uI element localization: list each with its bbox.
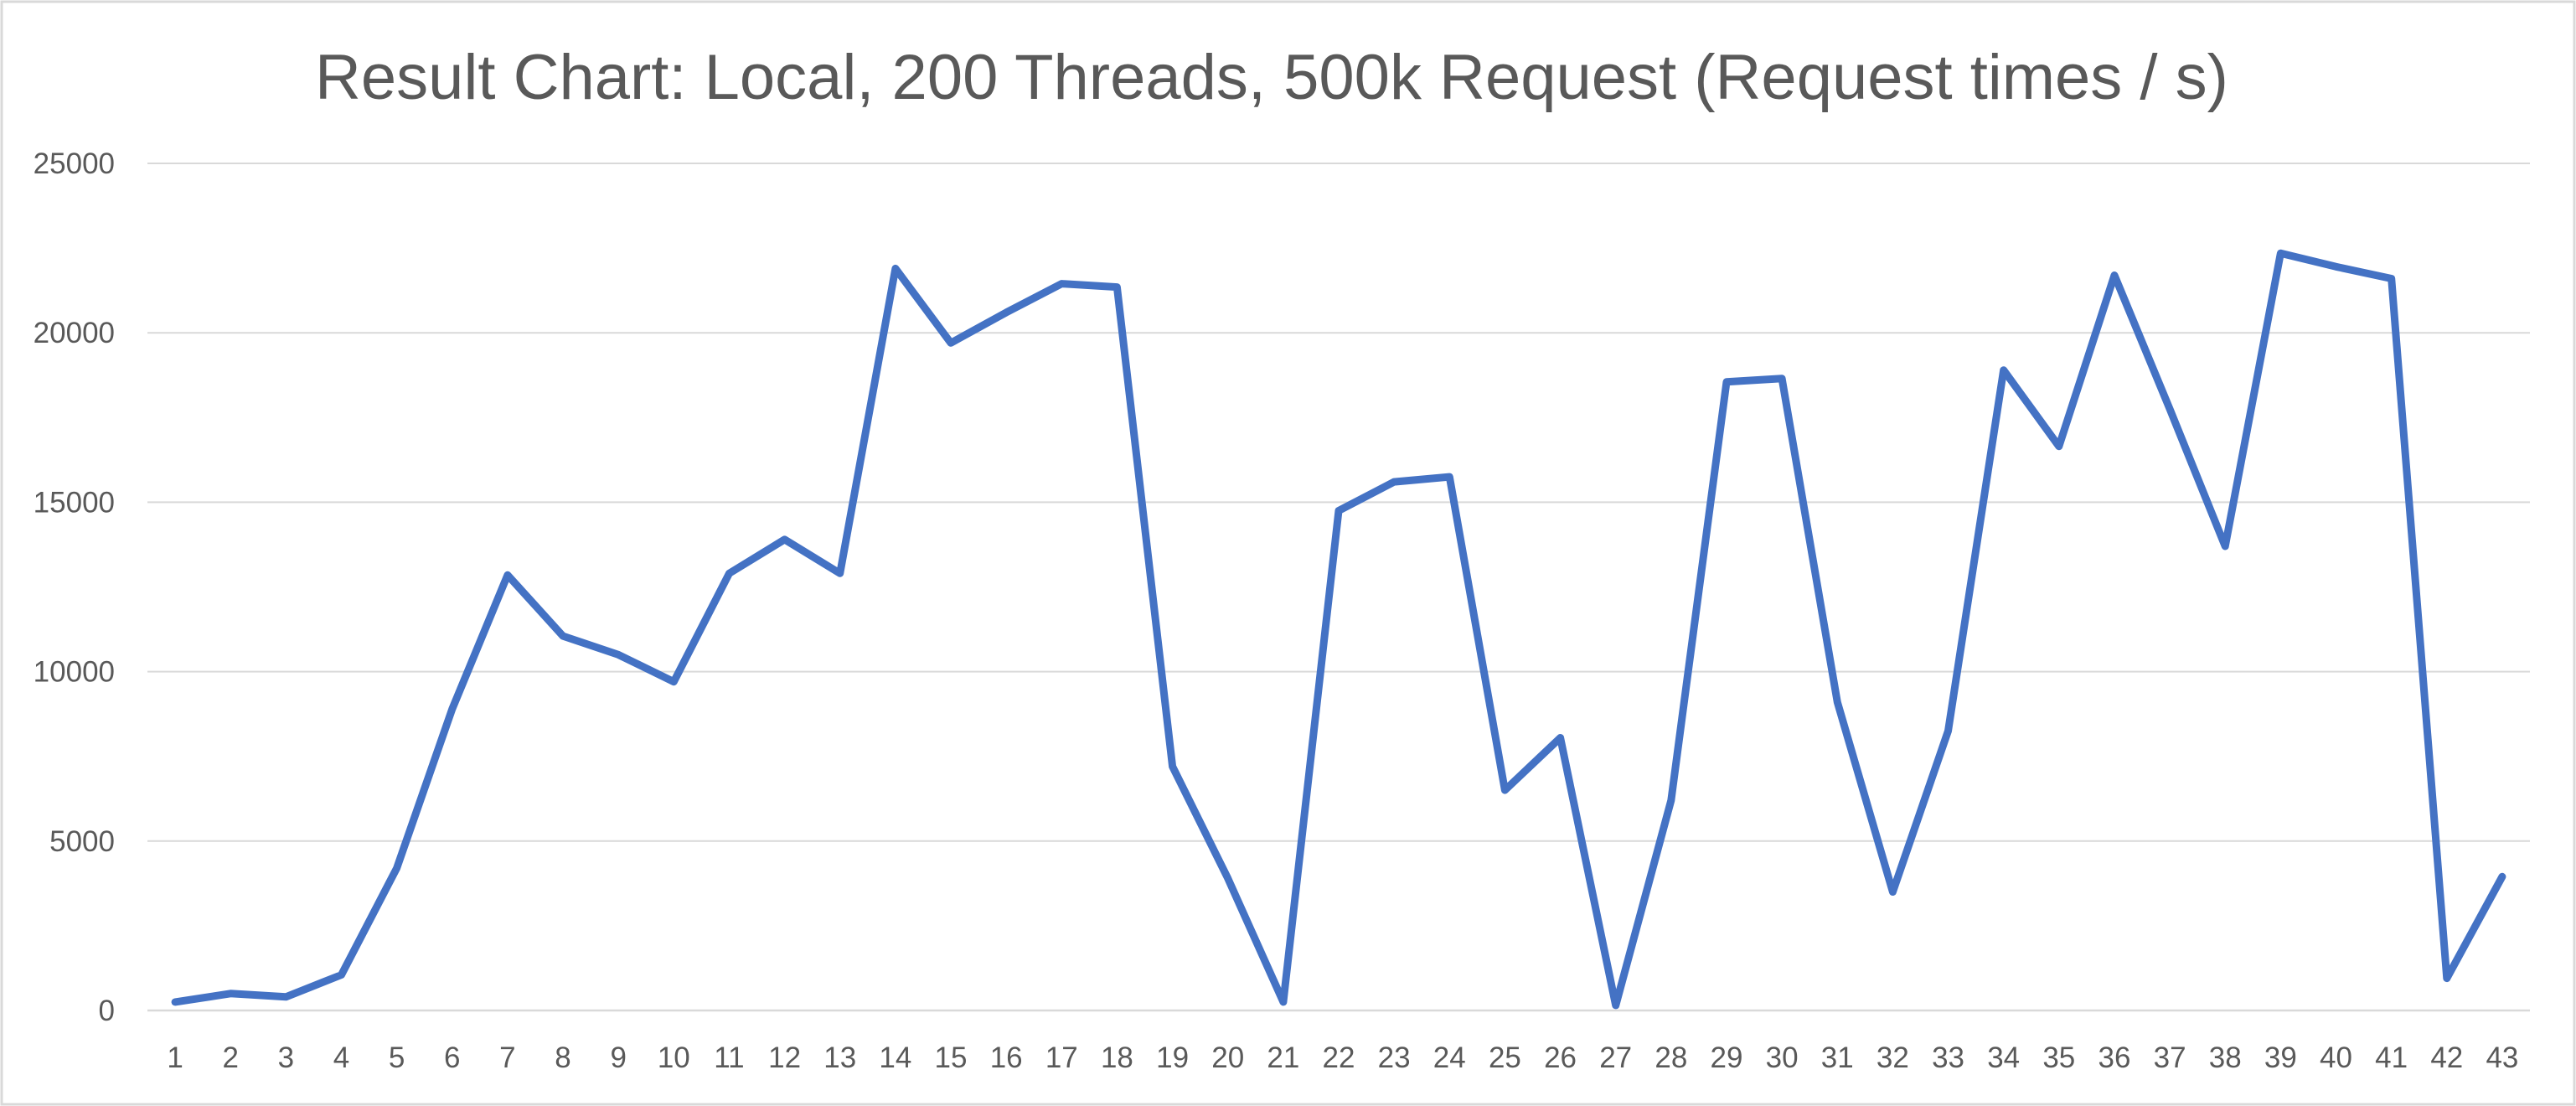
x-tick-label: 11 (714, 1041, 744, 1074)
x-tick-label: 2 (222, 1041, 238, 1074)
x-tick-label: 37 (2154, 1041, 2186, 1074)
y-tick-label: 25000 (34, 147, 115, 180)
y-tick-label: 20000 (34, 317, 115, 349)
x-tick-label: 9 (610, 1041, 626, 1074)
x-tick-label: 42 (2430, 1041, 2463, 1074)
x-tick-label: 17 (1045, 1041, 1078, 1074)
x-tick-label: 35 (2042, 1041, 2075, 1074)
x-tick-label: 3 (278, 1041, 294, 1074)
x-tick-label: 30 (1766, 1041, 1799, 1074)
x-tick-label: 20 (1211, 1041, 1244, 1074)
x-tick-label: 33 (1932, 1041, 1964, 1074)
x-tick-label: 29 (1711, 1041, 1743, 1074)
x-tick-label: 18 (1101, 1041, 1133, 1074)
x-tick-label: 32 (1877, 1041, 1909, 1074)
x-tick-label: 13 (823, 1041, 856, 1074)
x-tick-label: 16 (990, 1041, 1023, 1074)
x-tick-label: 31 (1821, 1041, 1854, 1074)
x-tick-label: 36 (2098, 1041, 2130, 1074)
x-tick-label: 22 (1323, 1041, 1355, 1074)
x-tick-label: 6 (444, 1041, 460, 1074)
x-tick-label: 4 (333, 1041, 349, 1074)
x-tick-label: 41 (2375, 1041, 2408, 1074)
x-tick-label: 28 (1655, 1041, 1687, 1074)
x-tick-label: 19 (1156, 1041, 1189, 1074)
x-tick-label: 8 (555, 1041, 570, 1074)
x-tick-label: 39 (2264, 1041, 2297, 1074)
x-tick-label: 5 (389, 1041, 405, 1074)
x-tick-label: 26 (1544, 1041, 1577, 1074)
x-tick-label: 25 (1489, 1041, 1521, 1074)
x-tick-label: 23 (1378, 1041, 1411, 1074)
x-tick-label: 24 (1433, 1041, 1466, 1074)
y-tick-label: 10000 (34, 656, 115, 689)
y-tick-label: 0 (99, 995, 115, 1027)
x-tick-label: 14 (879, 1041, 911, 1074)
y-tick-label: 5000 (49, 825, 115, 858)
x-tick-label: 10 (658, 1041, 690, 1074)
x-tick-label: 21 (1267, 1041, 1299, 1074)
x-tick-label: 1 (167, 1041, 183, 1074)
x-tick-label: 34 (1987, 1041, 2020, 1074)
x-tick-label: 43 (2486, 1041, 2518, 1074)
chart-title: Result Chart: Local, 200 Threads, 500k R… (315, 42, 2228, 113)
y-tick-label: 15000 (34, 486, 115, 519)
x-tick-label: 15 (935, 1041, 968, 1074)
x-tick-label: 40 (2320, 1041, 2352, 1074)
x-tick-label: 38 (2209, 1041, 2242, 1074)
x-tick-label: 12 (768, 1041, 801, 1074)
x-tick-label: 7 (499, 1041, 515, 1074)
x-tick-label: 27 (1599, 1041, 1632, 1074)
